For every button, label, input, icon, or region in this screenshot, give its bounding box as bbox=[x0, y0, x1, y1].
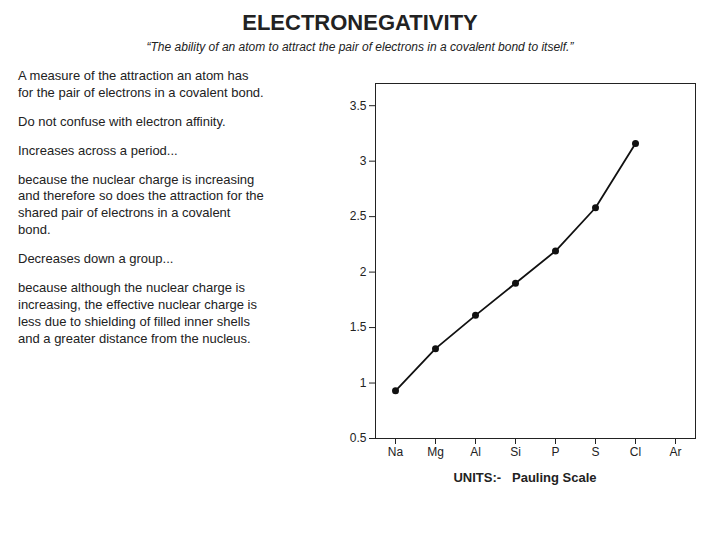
svg-text:Al: Al bbox=[470, 445, 481, 459]
svg-text:2.5: 2.5 bbox=[350, 209, 367, 223]
svg-text:3.5: 3.5 bbox=[350, 99, 367, 113]
svg-text:S: S bbox=[591, 445, 599, 459]
html-text:Increases across a period...: Increases across a period... bbox=[18, 142, 178, 158]
html-text:shared pair of electrons in a: shared pair of electrons in a covalent bbox=[18, 205, 231, 221]
svg-text:1.5: 1.5 bbox=[350, 320, 367, 334]
html-text:because although the nuclear c: because although the nuclear charge is bbox=[18, 280, 245, 295]
html-text:ELECTRONEGATIVITY: ELECTRONEGATIVITY bbox=[242, 10, 478, 35]
html-text:increasing, the effective nucl: increasing, the effective nuclear charge… bbox=[18, 296, 257, 312]
html-text:and therefore so does the attr: and therefore so does the attraction for… bbox=[18, 188, 264, 204]
html-text:bond.: bond. bbox=[18, 222, 51, 238]
svg-text:Na: Na bbox=[388, 445, 404, 459]
svg-text:2: 2 bbox=[360, 265, 367, 279]
html-text:Decreases down a group...: Decreases down a group... bbox=[18, 251, 174, 267]
svg-text:0.5: 0.5 bbox=[350, 431, 367, 445]
html-text:less due to shielding of fille: less due to shielding of filled inner sh… bbox=[18, 313, 250, 329]
html-text:UNITS:- Pauling Scale: UNITS:- Pauling Scale bbox=[453, 470, 597, 485]
html-text:and a greater distance from th: and a greater distance from the nucleus. bbox=[18, 330, 251, 346]
svg-text:1: 1 bbox=[360, 376, 367, 390]
svg-text:Si: Si bbox=[510, 445, 521, 459]
html-text:“The ability of an atom to att: “The ability of an atom to attract the p… bbox=[146, 40, 574, 54]
html-text:A measure of the attraction an: A measure of the attraction an atom has bbox=[18, 68, 249, 83]
svg-text:Mg: Mg bbox=[427, 445, 444, 459]
html-text:for the pair of electrons in a: for the pair of electrons in a covalent … bbox=[18, 84, 264, 100]
svg-text:3: 3 bbox=[360, 154, 367, 168]
svg-text:Ar: Ar bbox=[670, 445, 682, 459]
svg-text:P: P bbox=[551, 445, 559, 459]
html-text:because the nuclear charge is: because the nuclear charge is increasing bbox=[18, 171, 255, 187]
svg-text:Cl: Cl bbox=[630, 445, 641, 459]
html-text:Do not confuse with electron a: Do not confuse with electron affinity. bbox=[18, 113, 226, 129]
